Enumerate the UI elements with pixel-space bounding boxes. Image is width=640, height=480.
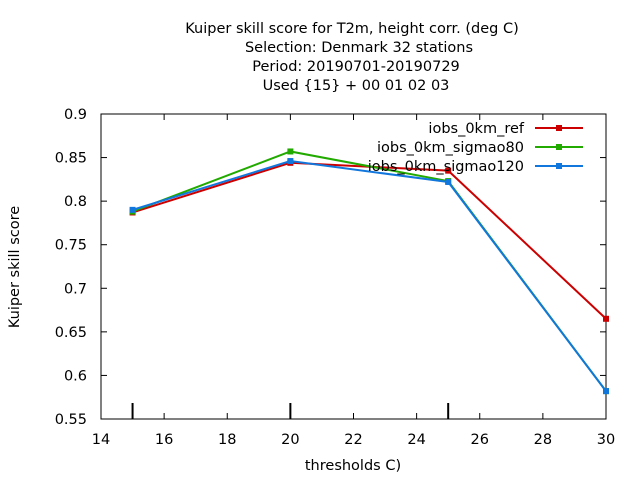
y-tick-label: 0.7 [64, 281, 87, 297]
title-line-4: Used {15} + 00 01 02 03 [263, 78, 450, 94]
x-axis-label: thresholds C) [305, 458, 401, 474]
data-point [129, 206, 136, 213]
data-point [445, 178, 452, 185]
title-line-3: Period: 20190701-20190729 [252, 59, 460, 75]
x-tick-label: 22 [344, 432, 362, 448]
y-tick-label: 0.85 [55, 151, 87, 167]
y-tick-label: 0.65 [55, 325, 87, 341]
title-line-1: Kuiper skill score for T2m, height corr.… [185, 21, 519, 37]
x-tick-label: 18 [218, 432, 236, 448]
y-tick-label: 0.8 [64, 194, 87, 210]
x-tick-label: 30 [597, 432, 615, 448]
chart-title: Kuiper skill score for T2m, height corr.… [185, 21, 519, 94]
x-axis: 14 16 18 20 22 24 26 28 30 [92, 114, 615, 448]
legend-label: iobs_0km_sigmao80 [377, 140, 524, 156]
x-tick-label: 14 [92, 432, 110, 448]
x-tick-label: 28 [534, 432, 552, 448]
data-point [287, 148, 294, 155]
y-tick-label: 0.6 [64, 368, 87, 384]
y-tick-label: 0.55 [55, 412, 87, 428]
series-line-iobs_0km_sigmao120 [132, 160, 607, 392]
data-point [603, 388, 609, 395]
data-point [445, 167, 452, 174]
y-axis-label: Kuiper skill score [7, 206, 23, 328]
legend-label: iobs_0km_ref [428, 121, 524, 137]
data-point [287, 158, 294, 165]
title-line-2: Selection: Denmark 32 stations [245, 40, 473, 56]
x-tick-label: 24 [407, 432, 425, 448]
y-axis: 0.55 0.6 0.65 0.7 0.75 0.8 0.85 0.9 [55, 107, 606, 428]
legend-marker [556, 125, 562, 131]
legend-marker [556, 163, 562, 169]
legend-marker [556, 144, 562, 150]
legend: iobs_0km_ref iobs_0km_sigmao80 iobs_0km_si… [368, 121, 583, 175]
x-tick-label: 16 [155, 432, 173, 448]
y-tick-label: 0.9 [64, 107, 87, 123]
plot-area [100, 113, 607, 420]
x-tick-label: 20 [281, 432, 299, 448]
legend-label: iobs_0km_sigmao120 [368, 159, 524, 175]
data-point [603, 315, 609, 322]
series-lines [129, 148, 609, 395]
y-tick-label: 0.75 [55, 238, 87, 254]
x-tick-label: 26 [471, 432, 489, 448]
